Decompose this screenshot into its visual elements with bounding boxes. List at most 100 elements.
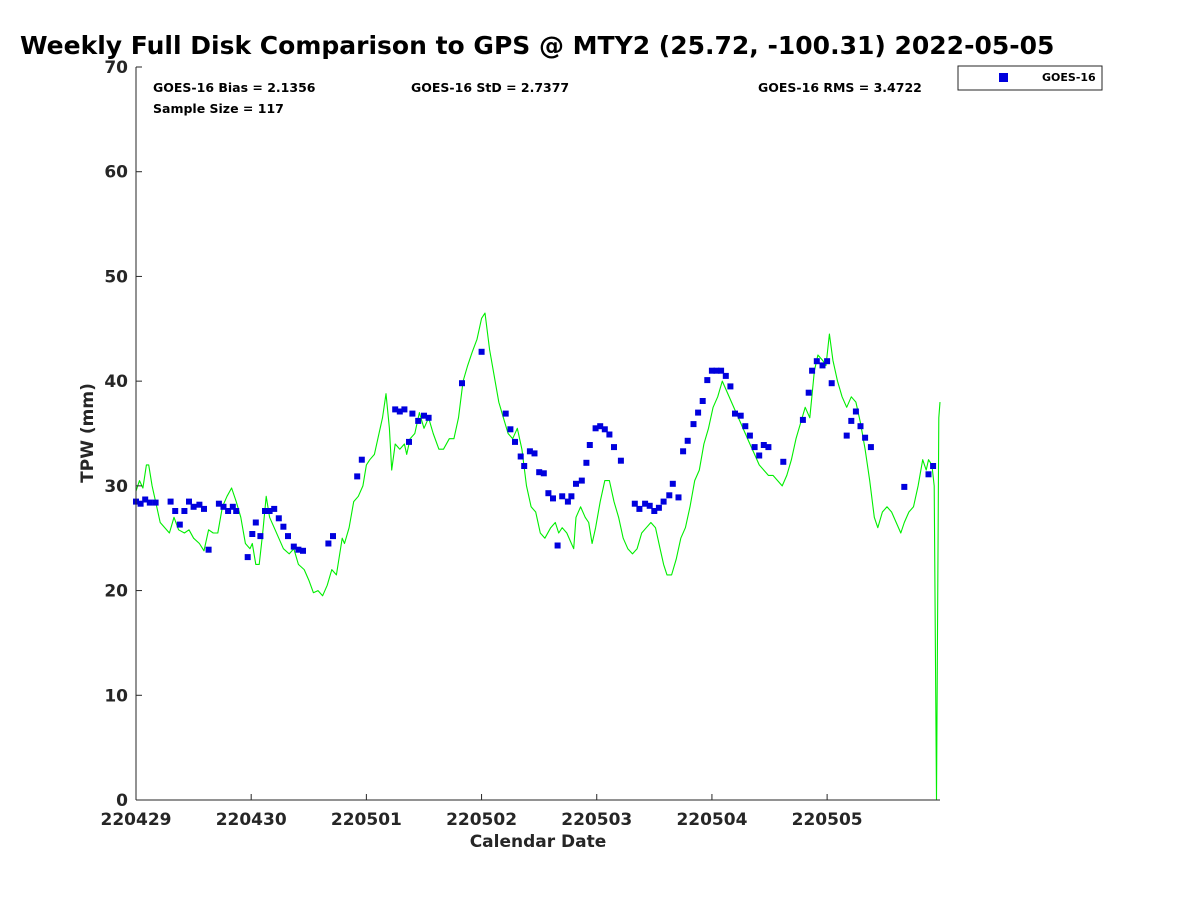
goes-16-point [295,546,302,553]
goes-16-point [636,505,643,512]
y-tick-label: 60 [104,163,128,183]
x-tick-label: 220505 [792,810,863,830]
goes-16-point [606,431,613,438]
goes-16-point [824,358,831,365]
goes-16-point [330,533,336,540]
goes-16-point [660,498,667,505]
goes-16-point [857,423,864,430]
goes-16-point [666,492,673,499]
y-tick-label: 30 [104,477,128,497]
x-tick-label: 220503 [561,810,632,830]
goes-16-point [415,417,422,424]
sample-size-stat: Sample Size = 117 [153,101,284,116]
std-stat: GOES-16 StD = 2.7377 [411,80,569,95]
goes-16-point [225,508,232,514]
goes-16-point [300,547,306,554]
goes-16-point [507,426,514,433]
goes-16-point [597,423,604,430]
goes-16-point [252,519,259,526]
goes-16-point [531,450,538,457]
goes-16-point [699,398,706,404]
goes-16-point [799,416,806,423]
goes-16-point [401,406,408,413]
y-tick-label: 50 [104,267,128,287]
goes-16-point [233,508,240,514]
goes-16-point [713,367,720,374]
goes-16-point [205,546,212,553]
goes-16-point [867,444,874,451]
goes-16-point [651,508,658,514]
goes-16-point [325,540,332,547]
y-ticks: 0 10 20 30 40 50 60 70 [104,58,142,811]
goes-16-point [813,358,820,365]
goes-16-point [756,452,763,459]
x-tick-label: 220501 [331,810,402,830]
goes-16-point [601,426,608,433]
goes-16-point [167,498,174,505]
goes-16-point [765,444,772,451]
goes-16-point [285,533,291,540]
y-tick-label: 0 [116,791,128,811]
goes-16-point [271,505,278,512]
goes-16-point [220,503,227,510]
goes-16-point [819,362,826,369]
goes-16-point [266,508,273,514]
goes-16-point [559,493,566,500]
goes-16-point [354,473,361,480]
goes-16-point [554,542,561,549]
goes-16-point [642,500,649,507]
goes-16-point [280,523,287,530]
x-tick-label: 220429 [101,810,172,830]
goes-16-point [229,503,236,510]
goes-16-point [809,367,816,374]
goes-16-point [684,437,691,444]
goes-16-point [196,501,203,508]
goes-16-point [172,508,179,514]
x-axis-label: Calendar Date [470,832,607,852]
goes-16-point [568,493,575,500]
goes-16-point [727,383,734,390]
goes-16-point [655,504,662,511]
goes-16-point [646,502,653,509]
goes-16-point [406,438,412,445]
goes-16-point [512,438,518,445]
y-axis-label: TPW (mm) [78,383,98,483]
goes-16-point [631,500,638,507]
goes-16-point [257,533,264,540]
goes-16-point [718,367,725,374]
goes-16-point [751,444,758,451]
goes-16-point [425,414,432,421]
goes-16-point [186,498,192,505]
x-ticks: 220429 220430 220501 220502 220503 220504 2205… [101,794,863,830]
plot-area [136,67,940,800]
goes-16-point [190,503,197,510]
goes-16-point [550,495,556,502]
goes-16-point [805,389,812,396]
goes-16-point [358,456,365,463]
goes-16-point [181,508,188,514]
goes-16-point [459,380,465,387]
gps-series-layer [135,312,941,801]
x-tick-label: 220504 [676,810,747,830]
goes-16-point [930,463,937,469]
goes-16-point [392,406,399,413]
goes-16-point [925,471,932,478]
goes-16-point [275,515,282,522]
goes-16-point [290,543,297,550]
gps-series-line [135,312,941,801]
goes-16-point [828,380,835,387]
goes-16-point [564,498,571,505]
goes-16-point [583,459,590,466]
goes-16-point [617,457,624,464]
goes-16-point [722,372,729,379]
rms-stat: GOES-16 RMS = 3.4722 [758,80,922,95]
goes-16-point [690,421,697,428]
goes-16-point [737,412,744,419]
goes-16-point [146,499,153,506]
goes-16-point [843,432,850,439]
goes-16-point [521,463,528,469]
chart-title: Weekly Full Disk Comparison to GPS @ MTY… [20,31,1054,60]
legend-label-goes-16: GOES-16 [1042,71,1096,84]
goes-series-layer [133,348,937,561]
goes-16-point [704,377,711,384]
